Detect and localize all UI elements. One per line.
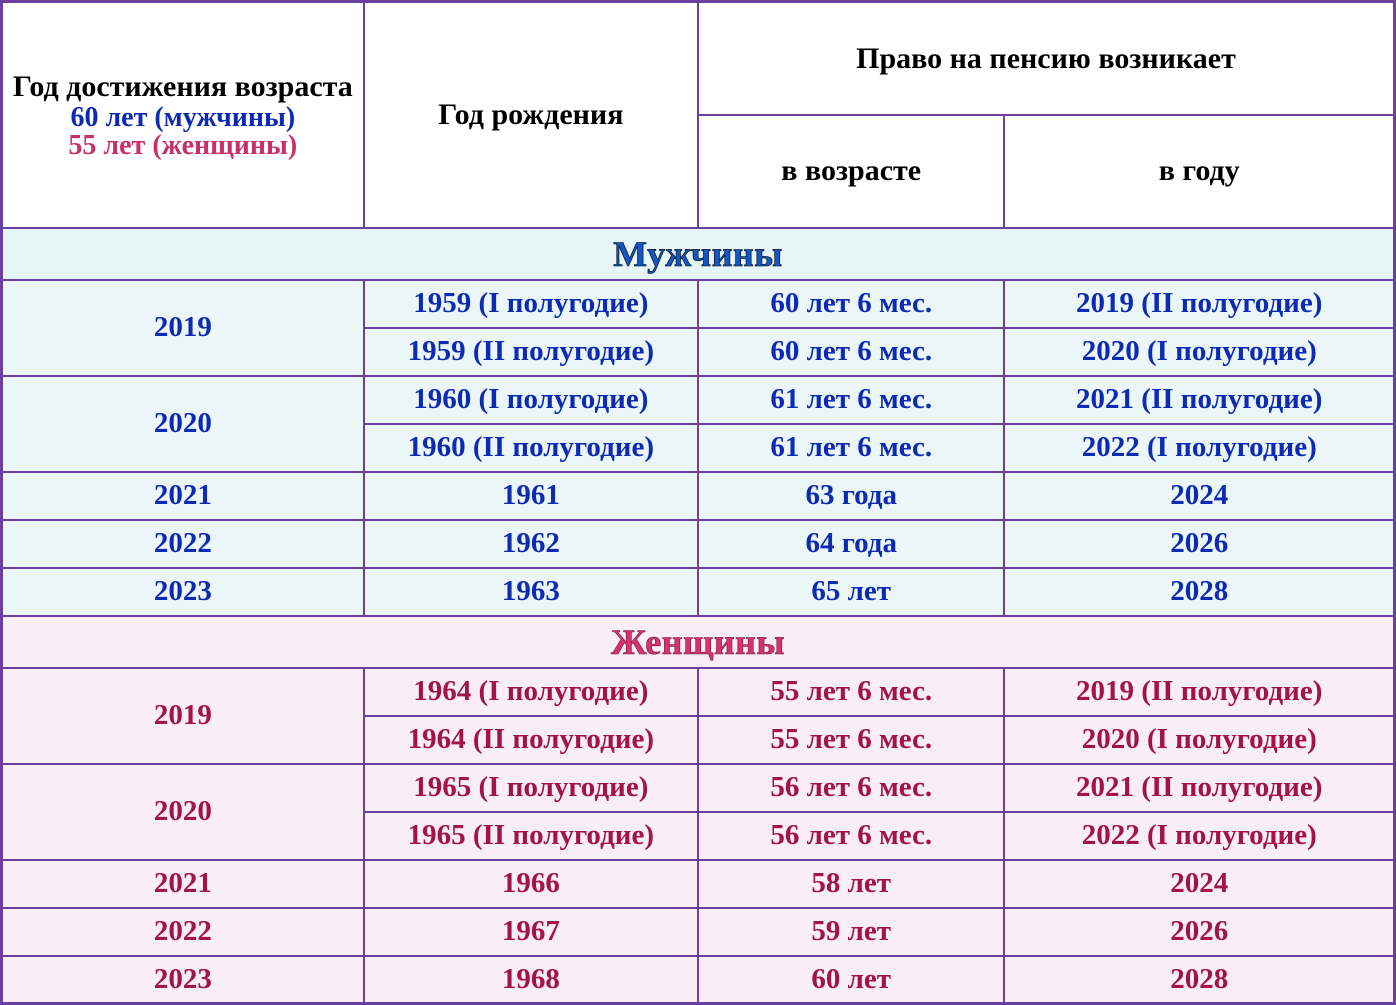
year-cell: 2019 (2, 280, 364, 376)
year-cell: 2020 (2, 376, 364, 472)
right-year-cell: 2026 (1004, 908, 1394, 956)
year-cell: 2022 (2, 908, 364, 956)
women-title: Женщины (2, 616, 1395, 668)
header-col4: в году (1004, 115, 1394, 227)
year-cell: 2023 (2, 956, 364, 1004)
birth-cell: 1960 (I полугодие) (364, 376, 698, 424)
birth-cell: 1968 (364, 956, 698, 1004)
age-cell: 55 лет 6 мес. (698, 716, 1004, 764)
age-cell: 63 года (698, 472, 1004, 520)
table-row: 20201965 (I полугодие)56 лет 6 мес.2021 … (2, 764, 1395, 812)
age-cell: 56 лет 6 мес. (698, 812, 1004, 860)
table-row: 2021196658 лет2024 (2, 860, 1395, 908)
birth-cell: 1967 (364, 908, 698, 956)
age-cell: 56 лет 6 мес. (698, 764, 1004, 812)
header-col34-top: Право на пенсию возникает (698, 2, 1395, 116)
right-year-cell: 2024 (1004, 472, 1394, 520)
birth-cell: 1959 (II полугодие) (364, 328, 698, 376)
age-cell: 55 лет 6 мес. (698, 668, 1004, 716)
header-col3: в возрасте (698, 115, 1004, 227)
right-year-cell: 2028 (1004, 956, 1394, 1004)
table-row: 2023196860 лет2028 (2, 956, 1395, 1004)
year-cell: 2023 (2, 568, 364, 616)
table-row: 2022196759 лет2026 (2, 908, 1395, 956)
age-cell: 61 лет 6 мес. (698, 376, 1004, 424)
header-col1: Год достижения возраста 60 лет (мужчины)… (2, 2, 364, 228)
right-year-cell: 2028 (1004, 568, 1394, 616)
right-year-cell: 2022 (I полугодие) (1004, 812, 1394, 860)
birth-cell: 1962 (364, 520, 698, 568)
birth-cell: 1965 (I полугодие) (364, 764, 698, 812)
birth-cell: 1966 (364, 860, 698, 908)
birth-cell: 1964 (II полугодие) (364, 716, 698, 764)
right-year-cell: 2026 (1004, 520, 1394, 568)
table-row: 20201960 (I полугодие)61 лет 6 мес.2021 … (2, 376, 1395, 424)
men-title: Мужчины (2, 228, 1395, 280)
header-row-1: Год достижения возраста 60 лет (мужчины)… (2, 2, 1395, 116)
age-cell: 60 лет 6 мес. (698, 328, 1004, 376)
birth-cell: 1965 (II полугодие) (364, 812, 698, 860)
right-year-cell: 2022 (I полугодие) (1004, 424, 1394, 472)
table-row: 20191964 (I полугодие)55 лет 6 мес.2019 … (2, 668, 1395, 716)
year-cell: 2021 (2, 860, 364, 908)
birth-cell: 1960 (II полугодие) (364, 424, 698, 472)
year-cell: 2019 (2, 668, 364, 764)
right-year-cell: 2019 (II полугодие) (1004, 280, 1394, 328)
header-col1-line2: 60 лет (мужчины) (11, 104, 355, 132)
women-section-header: Женщины (2, 616, 1395, 668)
age-cell: 64 года (698, 520, 1004, 568)
right-year-cell: 2020 (I полугодие) (1004, 328, 1394, 376)
right-year-cell: 2019 (II полугодие) (1004, 668, 1394, 716)
table-row: 2023196365 лет2028 (2, 568, 1395, 616)
right-year-cell: 2021 (II полугодие) (1004, 376, 1394, 424)
table-row: 2021196163 года2024 (2, 472, 1395, 520)
table-row: 2022196264 года2026 (2, 520, 1395, 568)
birth-cell: 1963 (364, 568, 698, 616)
header-col1-line1: Год достижения возраста (11, 70, 355, 104)
birth-cell: 1961 (364, 472, 698, 520)
year-cell: 2021 (2, 472, 364, 520)
header-col1-line3: 55 лет (женщины) (11, 132, 355, 160)
men-section-header: Мужчины (2, 228, 1395, 280)
age-cell: 61 лет 6 мес. (698, 424, 1004, 472)
header-col2: Год рождения (364, 2, 698, 228)
table-row: 20191959 (I полугодие)60 лет 6 мес.2019 … (2, 280, 1395, 328)
table-body: Год достижения возраста 60 лет (мужчины)… (2, 2, 1395, 1004)
age-cell: 60 лет (698, 956, 1004, 1004)
year-cell: 2020 (2, 764, 364, 860)
birth-cell: 1959 (I полугодие) (364, 280, 698, 328)
birth-cell: 1964 (I полугодие) (364, 668, 698, 716)
age-cell: 65 лет (698, 568, 1004, 616)
year-cell: 2022 (2, 520, 364, 568)
right-year-cell: 2021 (II полугодие) (1004, 764, 1394, 812)
pension-age-table: Год достижения возраста 60 лет (мужчины)… (0, 0, 1396, 1005)
age-cell: 59 лет (698, 908, 1004, 956)
age-cell: 58 лет (698, 860, 1004, 908)
age-cell: 60 лет 6 мес. (698, 280, 1004, 328)
right-year-cell: 2024 (1004, 860, 1394, 908)
right-year-cell: 2020 (I полугодие) (1004, 716, 1394, 764)
